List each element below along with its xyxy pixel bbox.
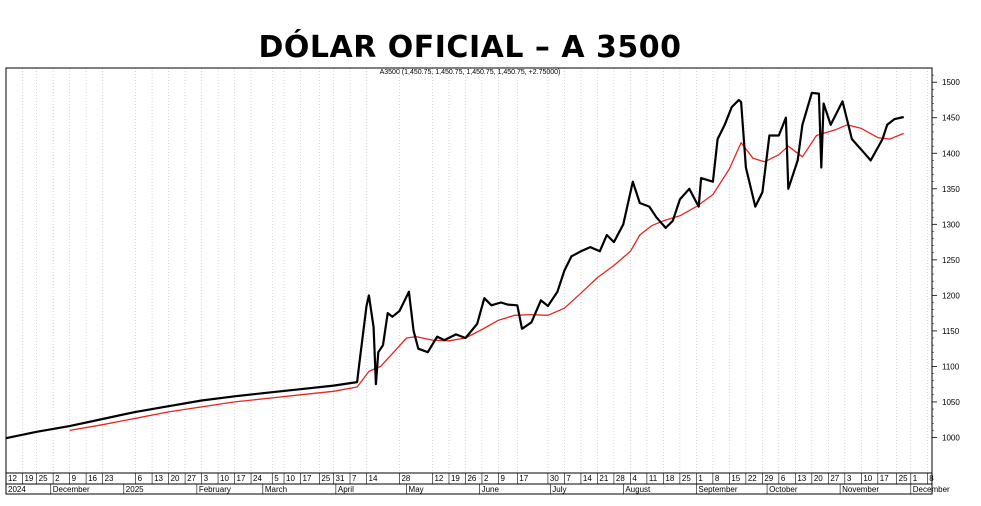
y-tick-label: 1500	[942, 78, 960, 87]
x-day-label: 25	[39, 474, 48, 483]
axes: 12 19 25 2 9 16 23 6 13 20 27 3 10 17 24 5 10 17 25 31 7 14 28…	[5, 67, 960, 495]
y-tick-label: 1050	[942, 398, 960, 407]
x-day-label: 7	[566, 474, 571, 483]
x-day-label: 3	[204, 474, 209, 483]
x-month-label: February	[199, 485, 231, 494]
x-month-label: 2025	[126, 485, 144, 494]
x-day-label: 23	[105, 474, 114, 483]
x-month-label: October	[769, 485, 798, 494]
x-day-label: 29	[764, 474, 773, 483]
x-day-label: 9	[72, 474, 77, 483]
x-day-label: 30	[550, 474, 559, 483]
x-month-label: May	[409, 485, 424, 494]
x-day-label: 27	[187, 474, 196, 483]
x-day-label: 19	[451, 474, 460, 483]
x-month-label: March	[265, 485, 287, 494]
x-day-label: 3	[847, 474, 852, 483]
y-tick-label: 1350	[942, 185, 960, 194]
x-day-label: 17	[519, 474, 528, 483]
x-day-label: 31	[336, 474, 345, 483]
x-day-label: 4	[632, 474, 637, 483]
moving-average-line	[69, 124, 904, 432]
x-day-label: 12	[434, 474, 443, 483]
x-month-label: November	[842, 485, 879, 494]
x-day-label: 25	[899, 474, 908, 483]
x-day-label: 20	[814, 474, 823, 483]
x-day-label: 14	[583, 474, 592, 483]
x-day-label: 10	[220, 474, 229, 483]
x-month-label: 2024	[8, 485, 26, 494]
x-day-label: 11	[649, 474, 658, 483]
x-day-label: 28	[401, 474, 410, 483]
x-day-label: 27	[830, 474, 839, 483]
x-day-label: 5	[274, 474, 279, 483]
x-month-label: August	[625, 485, 651, 494]
x-day-label: 8	[715, 474, 720, 483]
plot-frame	[5, 67, 933, 495]
x-day-label: 13	[154, 474, 163, 483]
x-day-label: 10	[286, 474, 295, 483]
y-tick-label: 1400	[942, 149, 960, 158]
y-tick-label: 1300	[942, 220, 960, 229]
y-tick-label: 1450	[942, 114, 960, 123]
x-month-label: June	[482, 485, 500, 494]
x-day-label: 12	[8, 474, 17, 483]
x-day-label: 17	[303, 474, 312, 483]
y-tick-label: 1150	[942, 327, 960, 336]
x-day-label: 25	[682, 474, 691, 483]
y-tick-label: 1250	[942, 256, 960, 265]
x-day-label: 7	[352, 474, 357, 483]
y-tick-label: 1100	[942, 362, 960, 371]
x-day-label: 26	[467, 474, 476, 483]
x-day-label: 15	[731, 474, 740, 483]
x-month-label: December	[913, 485, 950, 494]
price-line	[5, 91, 904, 440]
x-day-label: 25	[321, 474, 330, 483]
x-day-label: 1	[698, 474, 703, 483]
x-day-label: 21	[599, 474, 608, 483]
x-month-label: December	[53, 485, 90, 494]
x-day-label: 17	[880, 474, 889, 483]
x-day-label: 20	[171, 474, 180, 483]
gridlines	[5, 68, 928, 473]
y-tick-label: 1200	[942, 291, 960, 300]
x-day-label: 6	[781, 474, 786, 483]
x-day-label: 17	[237, 474, 246, 483]
x-day-label: 19	[24, 474, 33, 483]
x-day-label: 8	[929, 474, 934, 483]
x-day-label: 18	[665, 474, 674, 483]
x-day-label: 6	[138, 474, 143, 483]
x-day-label: 2	[55, 474, 60, 483]
x-day-label: 28	[616, 474, 625, 483]
x-day-label: 2	[484, 474, 489, 483]
series-lines	[5, 91, 904, 440]
x-month-label: April	[338, 485, 354, 494]
x-month-label: July	[552, 485, 566, 494]
chart-subtitle: A3500 (1,450.75, 1,450.75, 1,450.75, 1,4…	[379, 69, 561, 76]
x-day-label: 14	[369, 474, 378, 483]
x-day-label: 10	[863, 474, 872, 483]
x-day-label: 13	[797, 474, 806, 483]
x-day-label: 24	[253, 474, 262, 483]
x-day-label: 9	[500, 474, 505, 483]
x-day-label: 22	[748, 474, 757, 483]
x-day-label: 1	[913, 474, 918, 483]
x-month-label: September	[698, 485, 737, 494]
y-tick-label: 1000	[942, 433, 960, 442]
chart-title: DÓLAR OFICIAL – A 3500	[258, 30, 682, 65]
x-day-label: 16	[88, 474, 97, 483]
